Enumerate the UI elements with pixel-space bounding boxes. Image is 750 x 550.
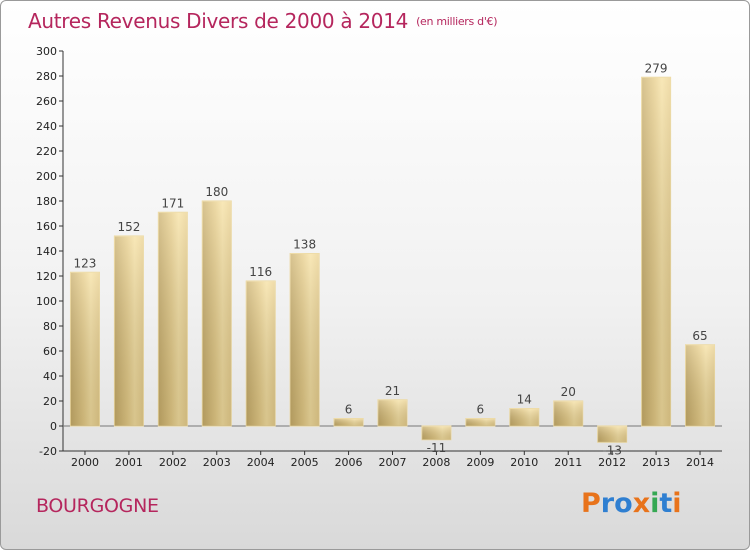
- value-label: -13: [602, 443, 622, 457]
- logo-letter: x: [632, 488, 651, 519]
- x-tick-label: 2008: [422, 456, 450, 469]
- value-label: 116: [249, 265, 272, 279]
- bar-shade: [158, 212, 188, 426]
- proxiti-logo: Proxiti: [581, 488, 682, 519]
- y-tick-label: 100: [36, 295, 57, 308]
- x-tick-label: 2013: [642, 456, 670, 469]
- bar-shade: [114, 236, 144, 426]
- y-tick-label: 0: [50, 420, 57, 433]
- logo-letter: t: [659, 488, 673, 519]
- value-label: 123: [74, 256, 97, 270]
- x-tick-label: 2010: [510, 456, 538, 469]
- bar-shade: [641, 77, 671, 426]
- y-tick-label: 120: [36, 270, 57, 283]
- x-tick-label: 2006: [335, 456, 363, 469]
- y-tick-label: 140: [36, 245, 57, 258]
- value-label: 180: [205, 185, 228, 199]
- y-tick-label: 180: [36, 195, 57, 208]
- y-tick-label: -20: [39, 445, 57, 458]
- x-tick-label: 2012: [598, 456, 626, 469]
- bar-shade: [334, 418, 364, 426]
- y-tick-label: 220: [36, 145, 57, 158]
- chart-unit: (en milliers d'€): [416, 15, 498, 28]
- y-tick-label: 240: [36, 120, 57, 133]
- y-tick-label: 80: [43, 320, 57, 333]
- chart-title-text: Autres Revenus Divers de 2000 à 2014: [28, 9, 409, 33]
- logo-letter: i: [650, 488, 660, 519]
- bar-shade: [421, 426, 451, 440]
- value-label: 279: [645, 61, 668, 75]
- value-label: -11: [427, 441, 447, 455]
- value-label: 65: [692, 329, 707, 343]
- logo-letter: r: [600, 488, 615, 519]
- bar-shade: [553, 401, 583, 426]
- value-labels: 123 152 171 180 116 138 6 21 -11 6 14 20 -13 279 65: [74, 61, 708, 457]
- value-label: 152: [117, 220, 140, 234]
- x-tick-label: 2000: [71, 456, 99, 469]
- value-label: 21: [385, 384, 400, 398]
- logo-letter: o: [614, 488, 633, 519]
- bar-shade: [465, 418, 495, 426]
- y-tick-label: 300: [36, 45, 57, 58]
- bar-shade: [70, 272, 100, 426]
- x-tick-label: 2014: [686, 456, 714, 469]
- bar-shade: [290, 253, 320, 426]
- value-label: 138: [293, 238, 316, 252]
- x-tick-label: 2007: [379, 456, 407, 469]
- y-tick-label: 260: [36, 95, 57, 108]
- x-tick-label: 2002: [159, 456, 187, 469]
- bar-shade: [246, 281, 276, 426]
- bar-shade: [509, 408, 539, 426]
- value-label: 14: [517, 393, 532, 407]
- y-tick-label: 60: [43, 345, 57, 358]
- y-tick-label: 160: [36, 220, 57, 233]
- value-label: 171: [161, 196, 184, 210]
- y-tick-label: 280: [36, 70, 57, 83]
- x-tick-label: 2009: [466, 456, 494, 469]
- x-tick-label: 2004: [247, 456, 275, 469]
- x-tick-label: 2011: [554, 456, 582, 469]
- bar-shade: [597, 426, 627, 443]
- value-label: 20: [561, 385, 576, 399]
- bars: [69, 76, 716, 443]
- chart-title: Autres Revenus Divers de 2000 à 2014 (en …: [28, 9, 498, 33]
- y-tick-label: 40: [43, 370, 57, 383]
- value-label: 6: [345, 403, 353, 417]
- region-label: BOURGOGNE: [36, 495, 159, 517]
- x-tick-label: 2005: [291, 456, 319, 469]
- value-label: 6: [477, 403, 485, 417]
- x-tick-label: 2001: [115, 456, 143, 469]
- logo-letter: P: [581, 488, 601, 519]
- y-tick-label: 20: [43, 395, 57, 408]
- bar-shade: [685, 344, 715, 426]
- bar-shade: [378, 399, 407, 426]
- bar-shade: [202, 201, 232, 426]
- logo-letter: i: [672, 488, 682, 519]
- x-tick-label: 2003: [203, 456, 231, 469]
- axes: -200204060801001201401601802002202402602…: [36, 45, 722, 469]
- y-tick-label: 200: [36, 170, 57, 183]
